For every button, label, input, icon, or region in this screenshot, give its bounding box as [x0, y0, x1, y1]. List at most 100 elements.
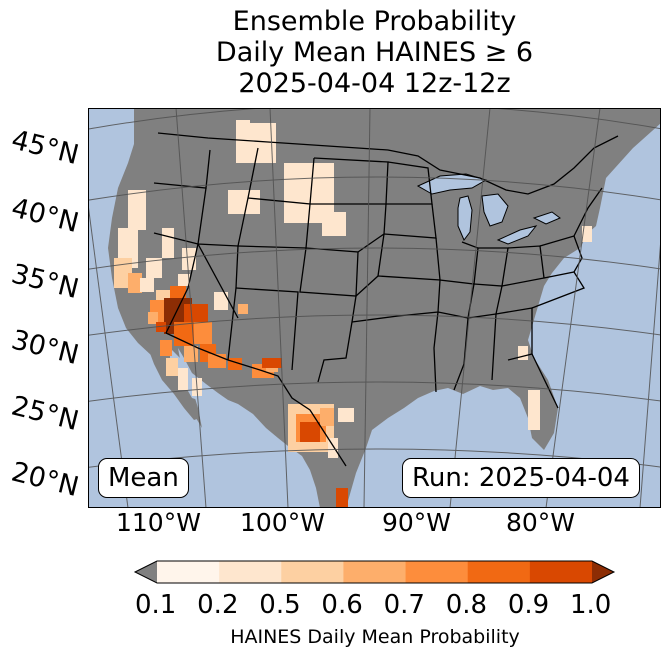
colorbar-tick-label: 0.9 [507, 590, 550, 620]
state-line [153, 232, 199, 245]
probability-cell [166, 358, 178, 376]
great-lakes [416, 173, 561, 245]
parallel-40n [88, 176, 661, 201]
probability-cell [146, 258, 162, 278]
lat-label-35n: 35°N [8, 258, 82, 306]
lat-label-20n: 20°N [8, 456, 82, 504]
map-panel: Mean Run: 2025-04-04 [88, 108, 661, 508]
probability-cell [214, 292, 228, 310]
lon-label-100w: 100°W [240, 508, 325, 537]
lon-label-80w: 80°W [506, 508, 576, 537]
probability-cell [160, 340, 172, 356]
state-line [531, 271, 585, 309]
colorbar-tick-label: 0.6 [321, 590, 363, 620]
state-line [235, 287, 299, 371]
map-frame [88, 108, 661, 508]
parallel-45n [88, 108, 661, 130]
probability-cell [140, 278, 154, 292]
title-line-2: Daily Mean HAINES ≥ 6 [215, 37, 534, 68]
probability-cell [162, 228, 174, 258]
parallel-30n [88, 314, 661, 336]
colorbar-bin [343, 561, 407, 583]
meridian-70w [545, 108, 601, 508]
probability-cell [338, 408, 354, 422]
colorbar-under-arrow [135, 561, 157, 583]
meridian-90w [363, 108, 371, 508]
graticule [88, 108, 661, 508]
lat-label-45n: 45°N [8, 124, 82, 172]
probability-cell [262, 358, 282, 368]
state-line [539, 235, 583, 273]
lake-huron [481, 193, 509, 227]
state-line [165, 243, 199, 334]
lake-ontario [532, 211, 561, 225]
parallel-25n [88, 381, 661, 402]
probability-cell [320, 408, 334, 426]
state-line [473, 247, 509, 287]
colorbar-tick-label: 0.1 [135, 590, 177, 620]
probability-cell [582, 226, 592, 242]
title-line-3: 2025-04-04 12z-12z [238, 68, 511, 99]
probability-cell [528, 390, 540, 430]
state-line [495, 307, 533, 361]
state-line [501, 245, 545, 287]
colorbar-tick-label: 0.8 [445, 590, 488, 620]
lake-michigan [457, 195, 473, 241]
colorbar-bin [529, 561, 593, 583]
state-line [433, 311, 439, 393]
state-line [317, 295, 357, 383]
colorbar-tick-label: 0.2 [197, 590, 239, 620]
probability-cell [174, 322, 194, 346]
colorbar-outline [133, 560, 616, 584]
probability-cell [182, 248, 196, 270]
colorbar-bins [157, 561, 593, 583]
lon-label-90w: 90°W [382, 508, 452, 537]
mean-label-box: Mean [98, 458, 189, 498]
colorbar-over-arrow [592, 561, 614, 583]
colorbar-label: HAINES Daily Mean Probability [230, 626, 520, 648]
probability-cell [518, 346, 528, 360]
probability-cell [228, 190, 260, 214]
state-line [237, 197, 311, 249]
colorbar-tick-label: 1.0 [570, 590, 612, 620]
meridian-110w [175, 108, 207, 508]
map-title: Ensemble Probability Daily Mean HAINES ≥… [88, 6, 661, 99]
colorbar [133, 560, 616, 584]
probability-cell [156, 322, 166, 332]
state-line [495, 285, 503, 315]
colorbar-bin [281, 561, 344, 583]
state-line [309, 157, 315, 205]
parallel-35n [88, 247, 661, 270]
probability-cell [236, 120, 250, 134]
state-borders [153, 132, 619, 467]
meridian-60w [639, 231, 661, 508]
lat-label-30n: 30°N [8, 324, 82, 372]
state-line [310, 157, 389, 205]
colorbar-tick-label: 0.5 [259, 590, 301, 620]
title-line-1: Ensemble Probability [232, 6, 517, 37]
probability-cell [238, 304, 248, 314]
probability-cell [178, 274, 190, 286]
state-line [386, 161, 433, 205]
meridian-100w [269, 108, 289, 508]
colorbar-tick-label: 0.7 [383, 590, 425, 620]
lat-label-40n: 40°N [8, 192, 82, 240]
lat-label-25n: 25°N [8, 390, 82, 438]
run-date-box: Run: 2025-04-04 [402, 458, 640, 498]
probability-cells [114, 120, 592, 508]
probability-cell [328, 438, 338, 458]
colorbar-bin [219, 561, 282, 583]
probability-cell [178, 368, 188, 390]
probability-cell [128, 190, 146, 230]
map-canvas [88, 108, 661, 508]
probability-cell [336, 488, 348, 508]
state-line [573, 187, 603, 237]
colorbar-bin [467, 561, 531, 583]
baja-peninsula [148, 340, 200, 420]
lake-erie [496, 225, 538, 245]
meridian-80w [449, 108, 491, 508]
us-mexico-border [165, 332, 347, 467]
probability-cell [194, 322, 212, 344]
us-canada-border [157, 132, 619, 195]
meridian-120w [88, 200, 129, 508]
